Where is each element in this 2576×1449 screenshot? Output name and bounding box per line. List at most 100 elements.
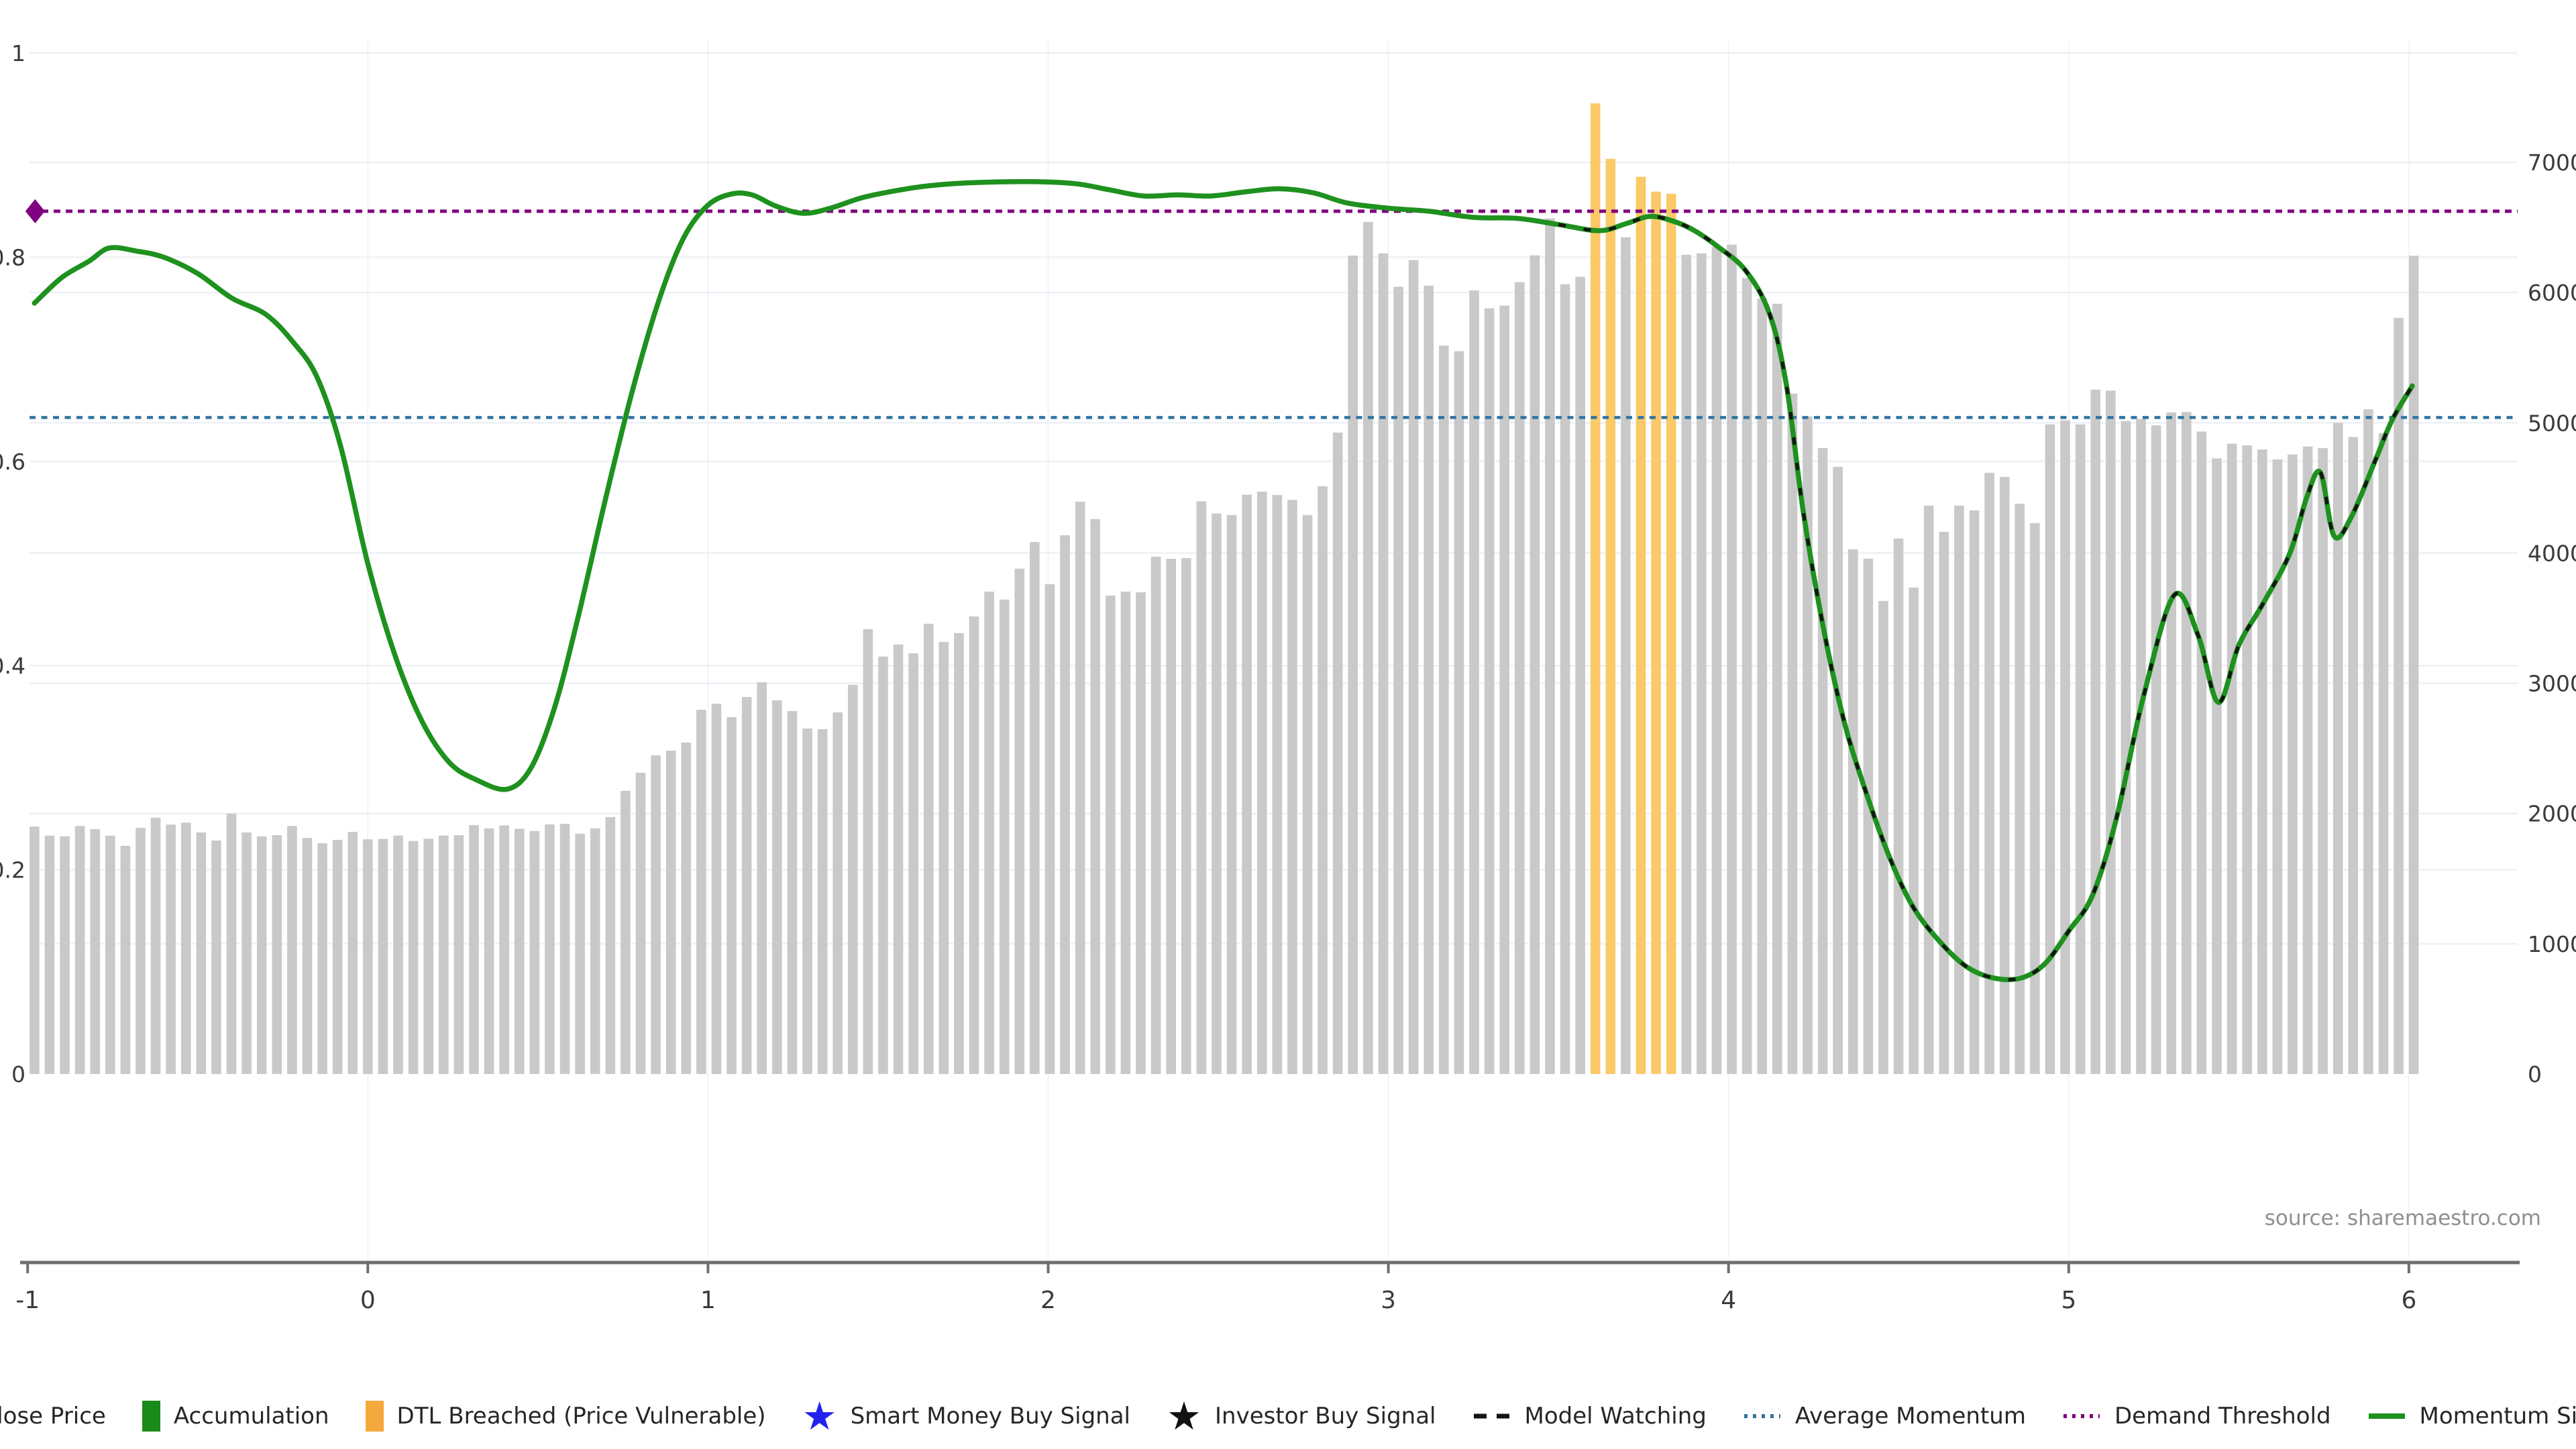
right-axis-tick-label: 5000 [2528, 410, 2576, 436]
close-price-bar [2106, 390, 2116, 1074]
close-price-bar [1529, 255, 1540, 1075]
close-price-bar [2332, 423, 2343, 1074]
close-price-bar [241, 832, 252, 1074]
close-price-bar [1514, 282, 1525, 1074]
close-price-bar [1287, 500, 1297, 1074]
close-price-bar [1499, 305, 1509, 1075]
close-price-bar [2212, 458, 2222, 1074]
close-price-bar [90, 829, 101, 1074]
close-price-bar [408, 841, 419, 1074]
close-price-bar [2030, 523, 2040, 1074]
close-price-bar [1863, 558, 1874, 1074]
demand-threshold-line-icon [2063, 1414, 2100, 1418]
right-axis-tick-label: 2000 [2528, 801, 2576, 827]
model-watching-dashes [1558, 215, 2414, 981]
close-price-bar [226, 813, 237, 1074]
right-axis-tick-label: 7000 [2528, 150, 2576, 176]
close-price-bar [196, 832, 207, 1074]
close-price-bar [105, 835, 115, 1074]
close-price-bar [1454, 351, 1464, 1074]
close-price-bar [1212, 513, 1222, 1074]
left-axis-tick-label: 0.4 [0, 653, 25, 679]
close-price-bar [2257, 449, 2267, 1074]
momentum-signal-line-icon [2368, 1413, 2405, 1419]
close-price-bar [1621, 237, 1631, 1074]
close-price-bar [2166, 412, 2177, 1074]
demand-threshold-marker [25, 199, 45, 223]
close-price-bar [120, 845, 131, 1074]
close-price-bar [2226, 443, 2237, 1074]
close-price-bar [1803, 416, 1813, 1074]
left-axis-tick-label: 1 [11, 40, 25, 66]
close-price-bar [1075, 501, 1085, 1074]
close-price-bar [439, 835, 449, 1074]
close-price-bar [1044, 584, 1055, 1074]
close-price-bar [2196, 431, 2207, 1074]
right-axis-tick-label: 1000 [2528, 931, 2576, 957]
legend-label: Accumulation [173, 1403, 329, 1430]
right-axis-tick-label: 3000 [2528, 671, 2576, 697]
legend: Close Price Accumulation DTL Breached (Pri… [0, 1393, 2576, 1439]
close-price-bar [772, 700, 782, 1074]
close-price-bar [1772, 303, 1782, 1075]
close-price-bar [317, 843, 327, 1074]
dtl-breached-bar [1605, 158, 1616, 1075]
close-price-bar [1408, 260, 1419, 1075]
right-axis-tick-label: 0 [2528, 1061, 2542, 1087]
close-price-bar [1984, 472, 1994, 1074]
close-price-bar [1363, 221, 1373, 1074]
close-price-bar [272, 835, 282, 1074]
close-price-bar [954, 633, 964, 1074]
close-price-bar [1272, 494, 1283, 1074]
legend-item-close-price: Close Price [0, 1401, 106, 1432]
close-price-bar [1741, 278, 1752, 1075]
x-axis-tick-label: -1 [15, 1287, 40, 1314]
close-price-bar [287, 826, 297, 1074]
momentum-signal-line [32, 178, 2415, 983]
close-price-bar [74, 826, 85, 1074]
close-price-bar [2318, 447, 2328, 1074]
close-price-bar [2090, 389, 2101, 1074]
right-axis-tick-label: 4000 [2528, 540, 2576, 566]
close-price-bar [1909, 587, 1919, 1074]
dtl-breached-bar [1590, 103, 1601, 1074]
smart-money-buy-signal-star-icon: ★ [802, 1393, 837, 1439]
x-axis-tick-label: 3 [1381, 1287, 1396, 1314]
close-price-bar [1575, 276, 1585, 1075]
close-price-bar [453, 835, 464, 1074]
legend-label: Average Momentum [1794, 1403, 2026, 1430]
close-price-bar [681, 742, 692, 1074]
close-price-bar [1424, 285, 1434, 1074]
close-price-bar [2408, 256, 2419, 1075]
close-price-bar [1923, 505, 1934, 1074]
close-price-bar [651, 755, 661, 1074]
close-price-bar [30, 826, 40, 1074]
close-price-bar [393, 835, 403, 1074]
close-price-bar [1469, 290, 1479, 1075]
source-note: source: sharemaestro.com [2264, 1206, 2541, 1230]
model-watching-line-icon [1473, 1413, 1510, 1419]
close-price-bar [1817, 447, 1828, 1074]
close-price-bar [1014, 568, 1025, 1074]
close-price-bar [545, 824, 555, 1074]
legend-item-average-momentum: Average Momentum [1743, 1403, 2026, 1430]
left-axis-tick-label: 0.8 [0, 244, 25, 270]
close-price-bar [211, 840, 221, 1074]
close-price-bar [1332, 432, 1343, 1074]
close-price-bar [1439, 345, 1449, 1074]
close-price-bar [1847, 549, 1858, 1074]
right-axis-tick-label: 6000 [2528, 280, 2576, 306]
legend-label: Model Watching [1524, 1403, 1707, 1430]
close-price-bar [1256, 491, 1267, 1074]
dtl-breached-swatch-icon [365, 1401, 384, 1432]
dtl-breached-bar [1651, 191, 1661, 1075]
close-price-bar [1954, 505, 1964, 1074]
close-price-bar [1893, 538, 1904, 1074]
close-price-bar [1545, 218, 1555, 1075]
close-price-bar [711, 704, 722, 1074]
close-price-bar [727, 717, 737, 1074]
close-price-bar [256, 836, 267, 1074]
legend-item-accumulation: Accumulation [142, 1401, 329, 1432]
close-price-bar [999, 599, 1010, 1074]
close-price-bar [847, 684, 858, 1074]
